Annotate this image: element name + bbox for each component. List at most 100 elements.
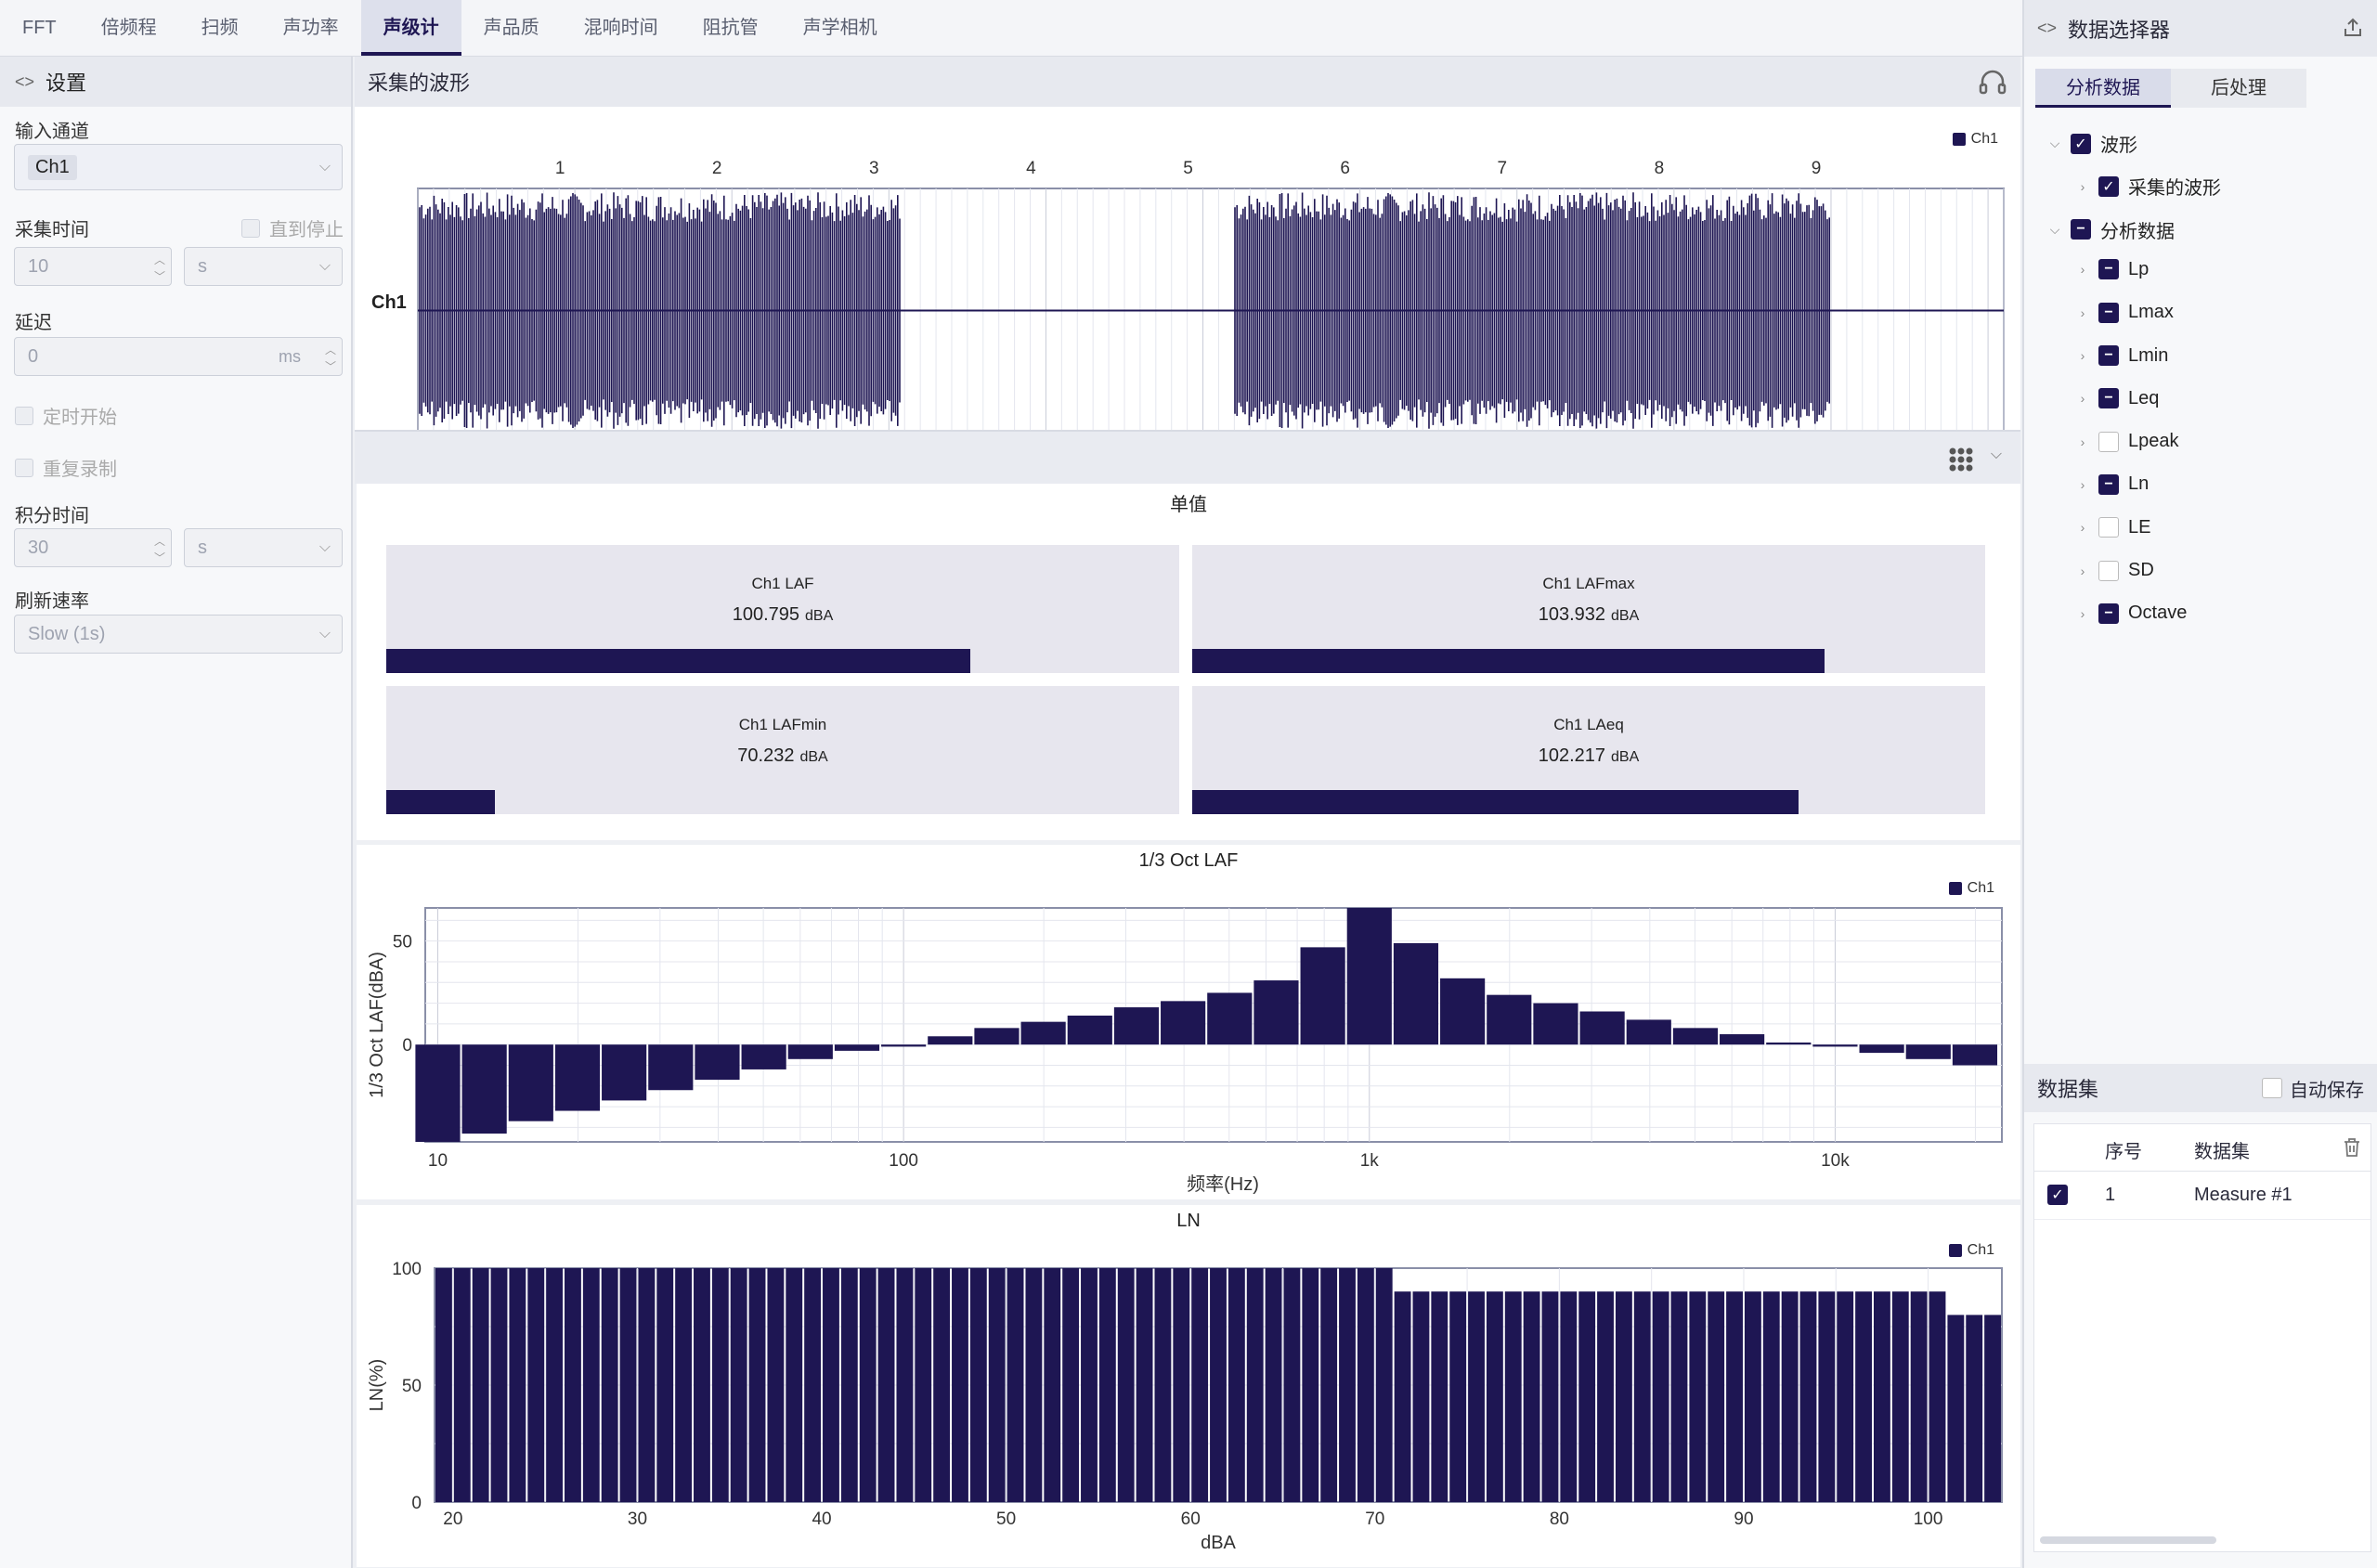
oct-bar <box>695 1044 740 1081</box>
tree-item[interactable]: › − Lmax <box>2076 302 2174 323</box>
input-channel-select[interactable]: Ch1 ⌵ <box>14 144 343 190</box>
tree-checkbox[interactable] <box>2098 560 2119 581</box>
third-octave-chart[interactable]: 50 0 10 100 1k 10k 频率(Hz) 1/3 Oct LAF(dBA) <box>357 845 2020 1199</box>
x-tick-label: 100 <box>1914 1510 1943 1529</box>
chevron-right-icon[interactable]: › <box>2080 476 2085 492</box>
chevron-right-icon[interactable]: › <box>2080 391 2085 407</box>
chevron-right-icon[interactable]: › <box>2080 434 2085 449</box>
tree-item[interactable]: › − Lp <box>2076 259 2149 280</box>
tree-checkbox[interactable] <box>2098 517 2119 538</box>
waveform-plot[interactable]: 1 2 3 4 5 6 7 8 9 <box>355 107 2020 430</box>
chevron-right-icon[interactable]: › <box>2080 563 2085 578</box>
ln-chart[interactable]: 100 50 0 20 30 40 50 60 70 80 90 100 dBA LN(%) <box>357 1205 2020 1567</box>
tab-5[interactable]: 声品质 <box>483 18 539 38</box>
ln-bar <box>435 1268 452 1502</box>
chevron-down-icon[interactable]: ⌵ <box>1990 447 2002 462</box>
table-row[interactable]: ✓ 1 Measure #1 <box>2034 1171 2371 1220</box>
tree-item[interactable]: › − Lmin <box>2076 345 2168 367</box>
integ-time-unit-select[interactable]: s ⌵ <box>184 528 343 567</box>
chevron-right-icon[interactable]: › <box>2080 178 2085 194</box>
chevron-right-icon[interactable]: › <box>2080 520 2085 536</box>
horizontal-scrollbar[interactable] <box>2040 1536 2216 1544</box>
delay-input[interactable]: 0 ms ︿ ﹀ <box>14 337 343 376</box>
code-brackets-icon[interactable]: <> <box>15 71 35 91</box>
subtab-postprocess[interactable]: 后处理 <box>2171 69 2306 108</box>
headphones-icon[interactable] <box>1978 68 2007 96</box>
tree-item[interactable]: › − Octave <box>2076 603 2187 624</box>
ln-bar <box>1891 1291 1909 1502</box>
tab-1[interactable]: 倍频程 <box>100 18 157 38</box>
tree-checkbox[interactable]: ✓ <box>2071 133 2091 154</box>
timed-start-checkbox[interactable]: 定时开始 <box>15 402 117 429</box>
tab-8[interactable]: 声学相机 <box>802 18 877 38</box>
time-tick-label: 1 <box>555 159 565 178</box>
legend-swatch <box>1948 1244 1962 1257</box>
tree-checkbox[interactable]: − <box>2098 473 2119 495</box>
legend-swatch <box>1952 133 1966 146</box>
tab-6[interactable]: 混响时间 <box>583 18 658 38</box>
chevron-down-icon[interactable]: ⌵ <box>2049 221 2060 237</box>
ln-bar <box>1044 1268 1061 1502</box>
tree-item[interactable]: › − Ln <box>2076 473 2149 495</box>
module-tab-bar: FFT 倍频程 扫频 声功率 声级计 声品质 混响时间 阻抗管 声学相机 <box>0 0 2022 57</box>
tree-item-label: 分析数据 <box>2100 221 2175 242</box>
chevron-right-icon[interactable]: › <box>2080 605 2085 621</box>
waveform-title: 采集的波形 <box>368 71 471 95</box>
spinner-arrows-icon[interactable]: ︿ ﹀ <box>153 535 165 564</box>
tab-4[interactable]: 声级计 <box>360 0 461 56</box>
tree-item[interactable]: ⌵ ✓ 波形 <box>2048 130 2137 157</box>
time-tick-label: 9 <box>1812 159 1822 178</box>
subtab-analysis-data[interactable]: 分析数据 <box>2035 69 2171 108</box>
tab-0[interactable]: FFT <box>22 18 57 38</box>
oct-bar <box>1067 1015 1112 1045</box>
legend-label: Ch1 <box>1967 880 1994 896</box>
tree-item[interactable]: › LE <box>2076 517 2150 538</box>
chevron-down-icon[interactable]: ⌵ <box>2049 136 2060 150</box>
trash-icon[interactable] <box>2341 1136 2363 1159</box>
spinner-arrows-icon[interactable]: ︿ ﹀ <box>153 253 165 283</box>
autosave-checkbox[interactable]: 自动保存 <box>2262 1075 2364 1102</box>
grid-layout-icon[interactable] <box>1948 447 1974 473</box>
ln-bar <box>988 1268 1006 1502</box>
tree-item-label: Lpeak <box>2128 431 2179 452</box>
tree-checkbox[interactable] <box>2098 431 2119 452</box>
oct-bar <box>1579 1011 1625 1045</box>
acq-time-input[interactable]: 10 ︿ ﹀ <box>14 247 172 286</box>
tab-3[interactable]: 声功率 <box>282 18 339 38</box>
chevron-right-icon[interactable]: › <box>2080 348 2085 363</box>
time-tick-label: 7 <box>1497 159 1507 178</box>
ln-bar <box>675 1268 693 1502</box>
tree-checkbox[interactable]: ✓ <box>2098 175 2119 197</box>
spinner-arrows-icon[interactable]: ︿ ﹀ <box>324 343 336 373</box>
ln-bar <box>1670 1291 1688 1502</box>
timed-start-label: 定时开始 <box>43 408 117 428</box>
tree-checkbox[interactable]: − <box>2098 345 2119 366</box>
export-icon[interactable] <box>2342 17 2364 39</box>
tree-item[interactable]: › − Leq <box>2076 388 2159 409</box>
tree-checkbox[interactable]: − <box>2098 302 2119 323</box>
row-name: Measure #1 <box>2194 1185 2293 1205</box>
tree-checkbox[interactable]: − <box>2098 603 2119 624</box>
row-checkbox[interactable]: ✓ <box>2047 1185 2068 1205</box>
ln-bar <box>1597 1291 1614 1502</box>
refresh-rate-select[interactable]: Slow (1s) ⌵ <box>14 615 343 654</box>
tab-7[interactable]: 阻抗管 <box>702 18 759 38</box>
until-stop-checkbox[interactable]: 直到停止 <box>241 214 344 241</box>
tree-item[interactable]: › SD <box>2076 560 2154 581</box>
tree-checkbox[interactable]: − <box>2098 388 2119 409</box>
repeat-record-checkbox[interactable]: 重复录制 <box>15 454 117 481</box>
tree-checkbox[interactable]: − <box>2098 259 2119 280</box>
tab-2[interactable]: 扫频 <box>201 18 239 38</box>
tree-item[interactable]: › Lpeak <box>2076 431 2179 452</box>
ln-bar <box>859 1268 877 1502</box>
chevron-right-icon[interactable]: › <box>2080 305 2085 320</box>
tree-item[interactable]: ⌵ − 分析数据 <box>2048 216 2175 243</box>
tree-checkbox[interactable]: − <box>2071 219 2091 240</box>
code-brackets-icon[interactable]: <> <box>2037 19 2058 37</box>
integ-time-input[interactable]: 30 ︿ ﹀ <box>14 528 172 567</box>
chevron-right-icon[interactable]: › <box>2080 262 2085 278</box>
tree-item[interactable]: › ✓ 采集的波形 <box>2076 173 2221 200</box>
oct-bar <box>1346 908 1392 1045</box>
value-number: 100.795 <box>732 604 800 625</box>
acq-time-unit-select[interactable]: s ⌵ <box>184 247 343 286</box>
